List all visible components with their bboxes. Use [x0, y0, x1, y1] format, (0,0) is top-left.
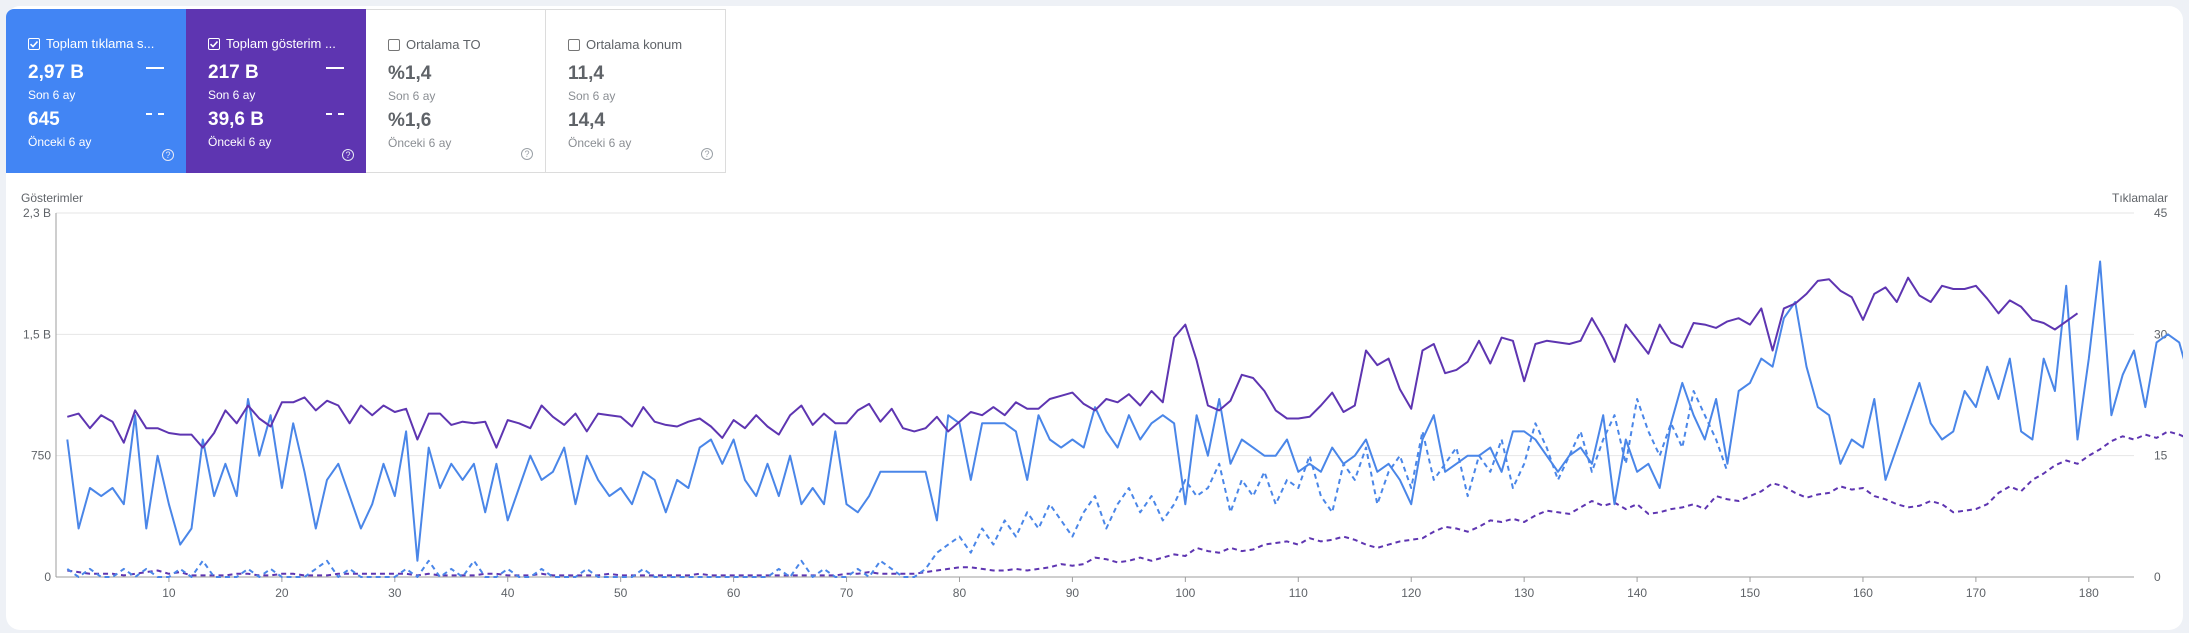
- metric-label: Ortalama konum: [586, 37, 683, 52]
- series-line-right-dashed: [66, 390, 1729, 578]
- metric-previous-value: 645: [28, 109, 60, 130]
- x-tick-label: 60: [727, 586, 741, 600]
- chart-lines: [66, 260, 2183, 578]
- series-line-left-solid: [67, 276, 2079, 449]
- right-tick-label: 0: [2154, 570, 2161, 584]
- left-axis-title: Gösterimler: [21, 191, 83, 205]
- metric-previous-value: 39,6 B: [208, 109, 264, 130]
- left-tick-label: 2,3 B: [23, 206, 51, 220]
- metric-label: Ortalama TO: [406, 37, 481, 52]
- performance-chart: Gösterimler Tıklamalar 0 750 1,5 B 2,3 B 0 15…: [21, 191, 2183, 600]
- metric-previous-value: 14,4: [568, 110, 605, 131]
- metric-previous-period: Önceki 6 ay: [568, 136, 632, 150]
- left-tick-label: 750: [31, 449, 51, 463]
- x-tick-label: 10: [162, 586, 176, 600]
- metric-previous-period: Önceki 6 ay: [208, 135, 272, 149]
- series-line-right-solid: [66, 260, 2183, 562]
- x-tick-label: 40: [501, 586, 515, 600]
- x-tick-label: 90: [1066, 586, 1080, 600]
- metric-card-clicks[interactable]: Toplam tıklama s... 2,97 B Son 6 ay 645 …: [6, 9, 186, 173]
- metric-card-position[interactable]: Ortalama konum 11,4 Son 6 ay 14,4 Önceki…: [546, 9, 726, 173]
- x-tick-label: 80: [953, 586, 967, 600]
- x-tick-label: 150: [1740, 586, 1760, 600]
- left-tick-label: 0: [44, 570, 51, 584]
- checkbox-unchecked-icon[interactable]: [568, 38, 580, 51]
- metric-current-period: Son 6 ay: [388, 89, 436, 103]
- x-tick-label: 30: [388, 586, 402, 600]
- left-tick-label: 1,5 B: [23, 327, 51, 341]
- metric-previous-period: Önceki 6 ay: [28, 135, 92, 149]
- help-icon[interactable]: ?: [342, 149, 354, 161]
- x-tick-label: 170: [1966, 586, 1986, 600]
- solid-line-legend-icon: [146, 67, 164, 69]
- metric-cards: Toplam tıklama s... 2,97 B Son 6 ay 645 …: [6, 9, 726, 173]
- dashed-line-legend-icon: [326, 113, 344, 115]
- metric-card-header[interactable]: Ortalama TO: [388, 37, 538, 52]
- help-icon[interactable]: ?: [162, 149, 174, 161]
- series-line-left-dashed: [67, 430, 2183, 577]
- chart-grid: [55, 212, 2134, 578]
- metric-card-impressions[interactable]: Toplam gösterim ... 217 B Son 6 ay 39,6 …: [186, 9, 366, 173]
- metric-current-value: 217 B: [208, 62, 259, 83]
- x-tick-label: 100: [1175, 586, 1195, 600]
- checkbox-checked-icon[interactable]: [208, 37, 220, 50]
- metric-current-value: 2,97 B: [28, 62, 84, 83]
- checkbox-checked-icon[interactable]: [28, 37, 40, 50]
- metric-current-period: Son 6 ay: [28, 88, 76, 102]
- metric-current-period: Son 6 ay: [208, 88, 256, 102]
- x-tick-label: 160: [1853, 586, 1873, 600]
- performance-panel: Toplam tıklama s... 2,97 B Son 6 ay 645 …: [6, 6, 2183, 630]
- right-axis-title: Tıklamalar: [2112, 191, 2168, 205]
- right-tick-label: 15: [2154, 449, 2168, 463]
- metric-card-ctr[interactable]: Ortalama TO %1,4 Son 6 ay %1,6 Önceki 6 …: [366, 9, 546, 173]
- solid-line-legend-icon: [326, 67, 344, 69]
- metric-previous-value: %1,6: [388, 110, 432, 131]
- right-tick-label: 45: [2154, 206, 2168, 220]
- metric-previous-period: Önceki 6 ay: [388, 136, 452, 150]
- checkbox-unchecked-icon[interactable]: [388, 38, 400, 51]
- x-tick-label: 140: [1627, 586, 1647, 600]
- x-tick-label: 20: [275, 586, 289, 600]
- metric-current-value: 11,4: [568, 63, 604, 84]
- x-tick-label: 130: [1514, 586, 1534, 600]
- metric-card-header[interactable]: Toplam tıklama s...: [28, 36, 178, 51]
- x-tick-label: 70: [840, 586, 854, 600]
- metric-card-header[interactable]: Toplam gösterim ...: [208, 36, 358, 51]
- metric-current-value: %1,4: [388, 63, 432, 84]
- help-icon[interactable]: ?: [521, 148, 533, 160]
- metric-card-header[interactable]: Ortalama konum: [568, 37, 718, 52]
- x-tick-label: 110: [1289, 586, 1308, 600]
- help-icon[interactable]: ?: [701, 148, 713, 160]
- x-tick-label: 180: [2079, 586, 2099, 600]
- x-tick-label: 50: [614, 586, 628, 600]
- metric-label: Toplam tıklama s...: [46, 36, 155, 51]
- x-tick-label: 120: [1401, 586, 1421, 600]
- metric-label: Toplam gösterim ...: [226, 36, 336, 51]
- metric-current-period: Son 6 ay: [568, 89, 616, 103]
- dashed-line-legend-icon: [146, 113, 164, 115]
